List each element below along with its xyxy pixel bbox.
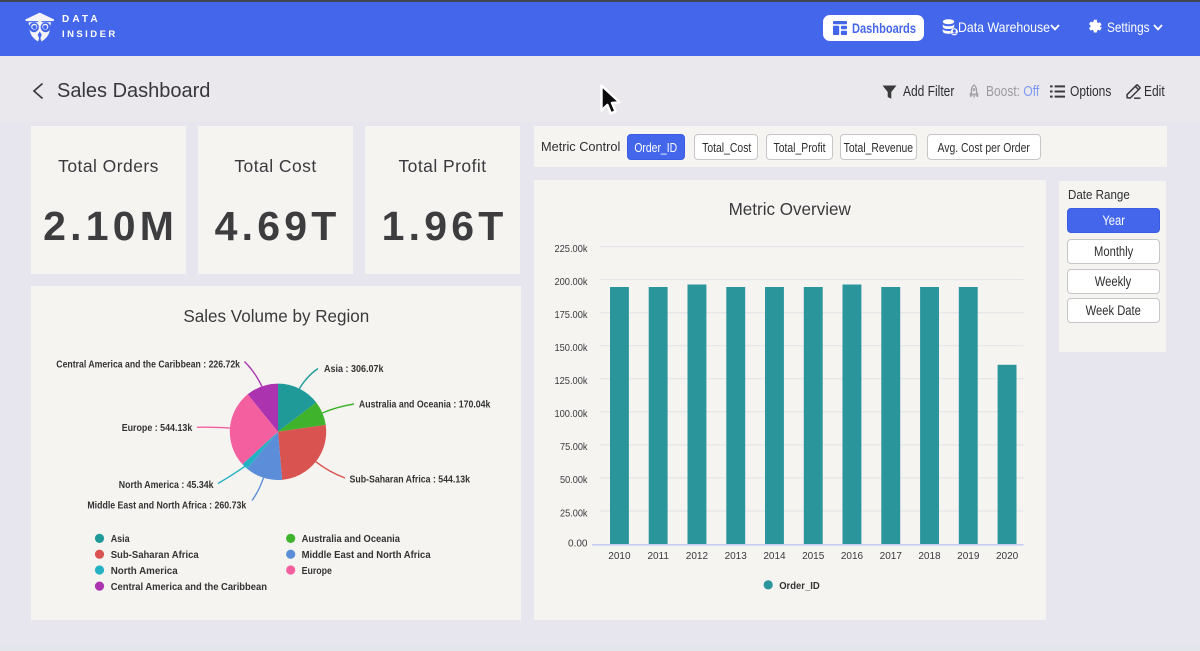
svg-text:North America: North America xyxy=(111,565,178,577)
svg-text:Europe : 544.13k: Europe : 544.13k xyxy=(122,422,193,434)
svg-text:2013: 2013 xyxy=(725,551,748,562)
svg-text:2012: 2012 xyxy=(686,551,709,562)
svg-text:2010: 2010 xyxy=(608,551,631,562)
svg-text:Middle East and North Africa: Middle East and North Africa xyxy=(302,549,431,561)
svg-text:200.00k: 200.00k xyxy=(555,276,589,288)
svg-text:75.00k: 75.00k xyxy=(560,441,588,453)
svg-text:125.00k: 125.00k xyxy=(555,375,589,387)
svg-text:2019: 2019 xyxy=(957,551,980,562)
svg-text:Australia and Oceania : 170.04: Australia and Oceania : 170.04k xyxy=(359,399,491,411)
svg-text:North America : 45.34k: North America : 45.34k xyxy=(119,479,214,491)
svg-text:Sub-Saharan Africa : 544.13k: Sub-Saharan Africa : 544.13k xyxy=(350,473,471,485)
svg-text:150.00k: 150.00k xyxy=(555,342,589,354)
svg-text:Sub-Saharan Africa: Sub-Saharan Africa xyxy=(111,549,199,561)
svg-text:2017: 2017 xyxy=(880,551,903,562)
svg-text:2020: 2020 xyxy=(996,551,1019,562)
svg-text:2014: 2014 xyxy=(763,551,786,562)
svg-text:Asia : 306.07k: Asia : 306.07k xyxy=(324,363,384,375)
svg-text:Central America and the Caribb: Central America and the Caribbean xyxy=(111,581,267,593)
svg-text:2018: 2018 xyxy=(918,551,941,562)
svg-text:2015: 2015 xyxy=(802,551,825,562)
svg-text:100.00k: 100.00k xyxy=(555,408,589,420)
svg-text:2011: 2011 xyxy=(647,551,669,562)
svg-text:175.00k: 175.00k xyxy=(555,309,589,321)
svg-text:Asia: Asia xyxy=(111,533,130,545)
svg-text:225.00k: 225.00k xyxy=(555,243,589,255)
svg-text:Europe: Europe xyxy=(302,565,332,577)
svg-text:Australia and Oceania: Australia and Oceania xyxy=(302,533,401,545)
svg-text:Central America and the Caribb: Central America and the Caribbean : 226.… xyxy=(56,359,240,371)
svg-text:Order_ID: Order_ID xyxy=(779,580,820,592)
svg-text:25.00k: 25.00k xyxy=(560,507,588,519)
svg-text:0.00: 0.00 xyxy=(568,537,588,549)
svg-text:50.00k: 50.00k xyxy=(560,474,588,486)
svg-text:2016: 2016 xyxy=(841,551,864,562)
svg-text:Middle East and North Africa :: Middle East and North Africa : 260.73k xyxy=(87,500,246,512)
